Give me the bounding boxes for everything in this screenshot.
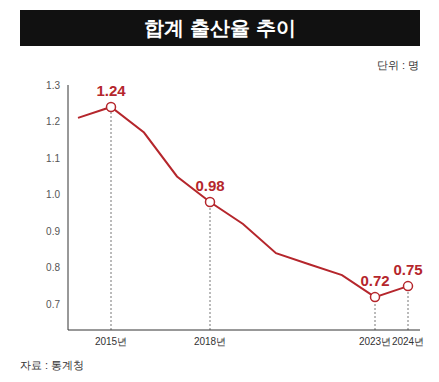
svg-text:2015년: 2015년 — [95, 336, 127, 347]
html-text:자료 : 통계청: 자료 : 통계청 — [20, 359, 85, 371]
svg-text:0.8: 0.8 — [46, 262, 60, 273]
svg-text:0.72: 0.72 — [360, 272, 389, 289]
svg-text:1.1: 1.1 — [46, 153, 60, 164]
svg-text:2018년: 2018년 — [194, 336, 226, 347]
svg-text:2023년: 2023년 — [359, 336, 391, 347]
svg-text:2024년: 2024년 — [392, 336, 424, 347]
svg-text:0.75: 0.75 — [393, 261, 422, 278]
svg-text:1.3: 1.3 — [46, 80, 60, 91]
svg-text:0.9: 0.9 — [46, 226, 60, 237]
svg-text:0.7: 0.7 — [46, 299, 60, 310]
html-text:단위 : 명: 단위 : 명 — [376, 59, 419, 71]
svg-text:0.98: 0.98 — [195, 177, 224, 194]
svg-text:1.24: 1.24 — [96, 82, 126, 99]
html-text:합계 출산율 추이: 합계 출산율 추이 — [144, 17, 296, 39]
svg-text:1.2: 1.2 — [46, 116, 60, 127]
svg-text:1.0: 1.0 — [46, 189, 60, 200]
